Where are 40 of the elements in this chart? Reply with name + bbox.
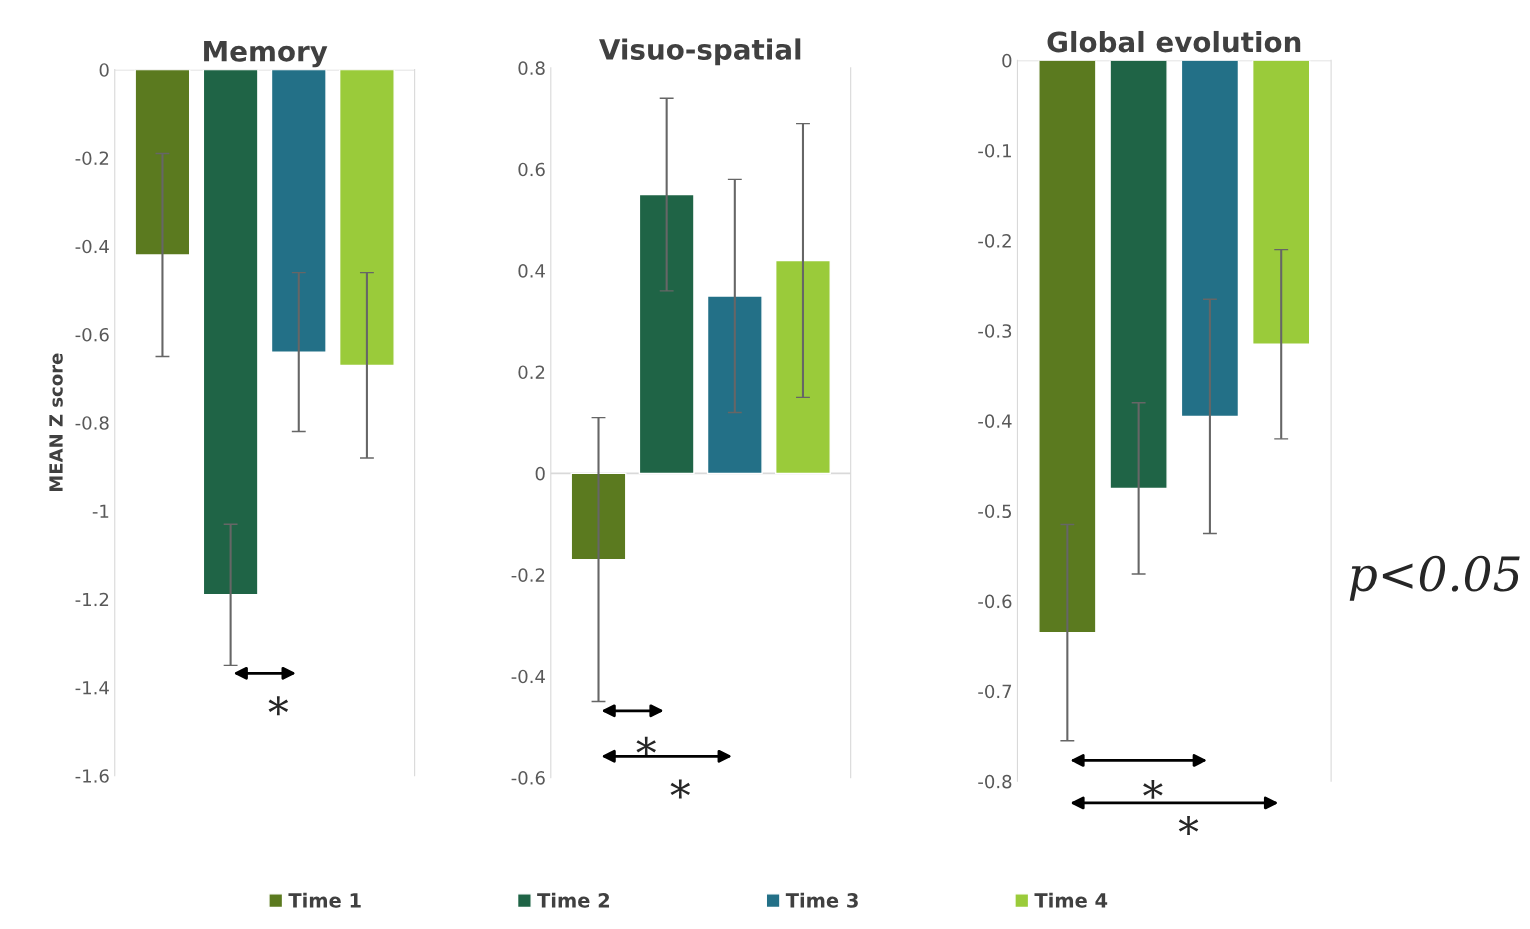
y-tick-label: 0: [1002, 53, 1012, 68]
y-tick-label: 0.6: [518, 162, 545, 177]
y-tick-label: -0.6: [978, 594, 1012, 609]
text: p<0.05: [1349, 555, 1520, 601]
y-tick-label: -1.4: [75, 681, 109, 695]
y-tick-label: -0.2: [75, 151, 109, 166]
y-tick-label: -0.8: [75, 416, 109, 430]
y-tick-label: -0.6: [75, 327, 109, 342]
y-tick-label: 0.2: [518, 365, 545, 380]
y-tick-label: 0: [99, 63, 109, 77]
chart-title: Global evolution: [1047, 30, 1301, 53]
text: *: [1178, 815, 1199, 835]
y-axis-title: MEAN Z score: [49, 353, 63, 492]
chart-title: Memory: [204, 41, 328, 68]
legend-label: Time 3: [785, 892, 858, 908]
y-tick-label: 0: [535, 466, 545, 481]
y-tick-label: -0.1: [978, 143, 1011, 158]
annotation: *: [268, 696, 289, 716]
y-tick-label: -0.3: [978, 324, 1012, 338]
legend-label: Time 2: [537, 892, 610, 908]
y-tick-label: -0.2: [511, 568, 545, 582]
y-tick-label: -0.7: [978, 684, 1012, 699]
y-tick-label: -0.4: [511, 669, 545, 684]
y-tick-label: -0.4: [75, 239, 109, 254]
y-tick-label: -0.4: [978, 414, 1012, 428]
y-tick-label: -1.2: [75, 592, 109, 607]
legend-label: Time 4: [1034, 892, 1108, 908]
legend-label: Time 1: [288, 892, 361, 908]
y-tick-label: -1: [92, 504, 109, 518]
y-tick-label: -0.5: [978, 504, 1012, 519]
chart-title: Visuo-spatial: [599, 38, 801, 66]
y-tick-label: -0.2: [978, 234, 1011, 248]
y-tick-label: -1.6: [75, 769, 109, 783]
y-tick-label: 0.4: [518, 264, 545, 278]
y-tick-label: -0.8: [978, 774, 1012, 789]
y-tick-label: -0.6: [511, 771, 545, 785]
text: *: [670, 779, 691, 799]
y-tick-label: 0.8: [518, 61, 545, 75]
annotation: *: [636, 736, 656, 756]
annotation: *: [1143, 779, 1163, 799]
